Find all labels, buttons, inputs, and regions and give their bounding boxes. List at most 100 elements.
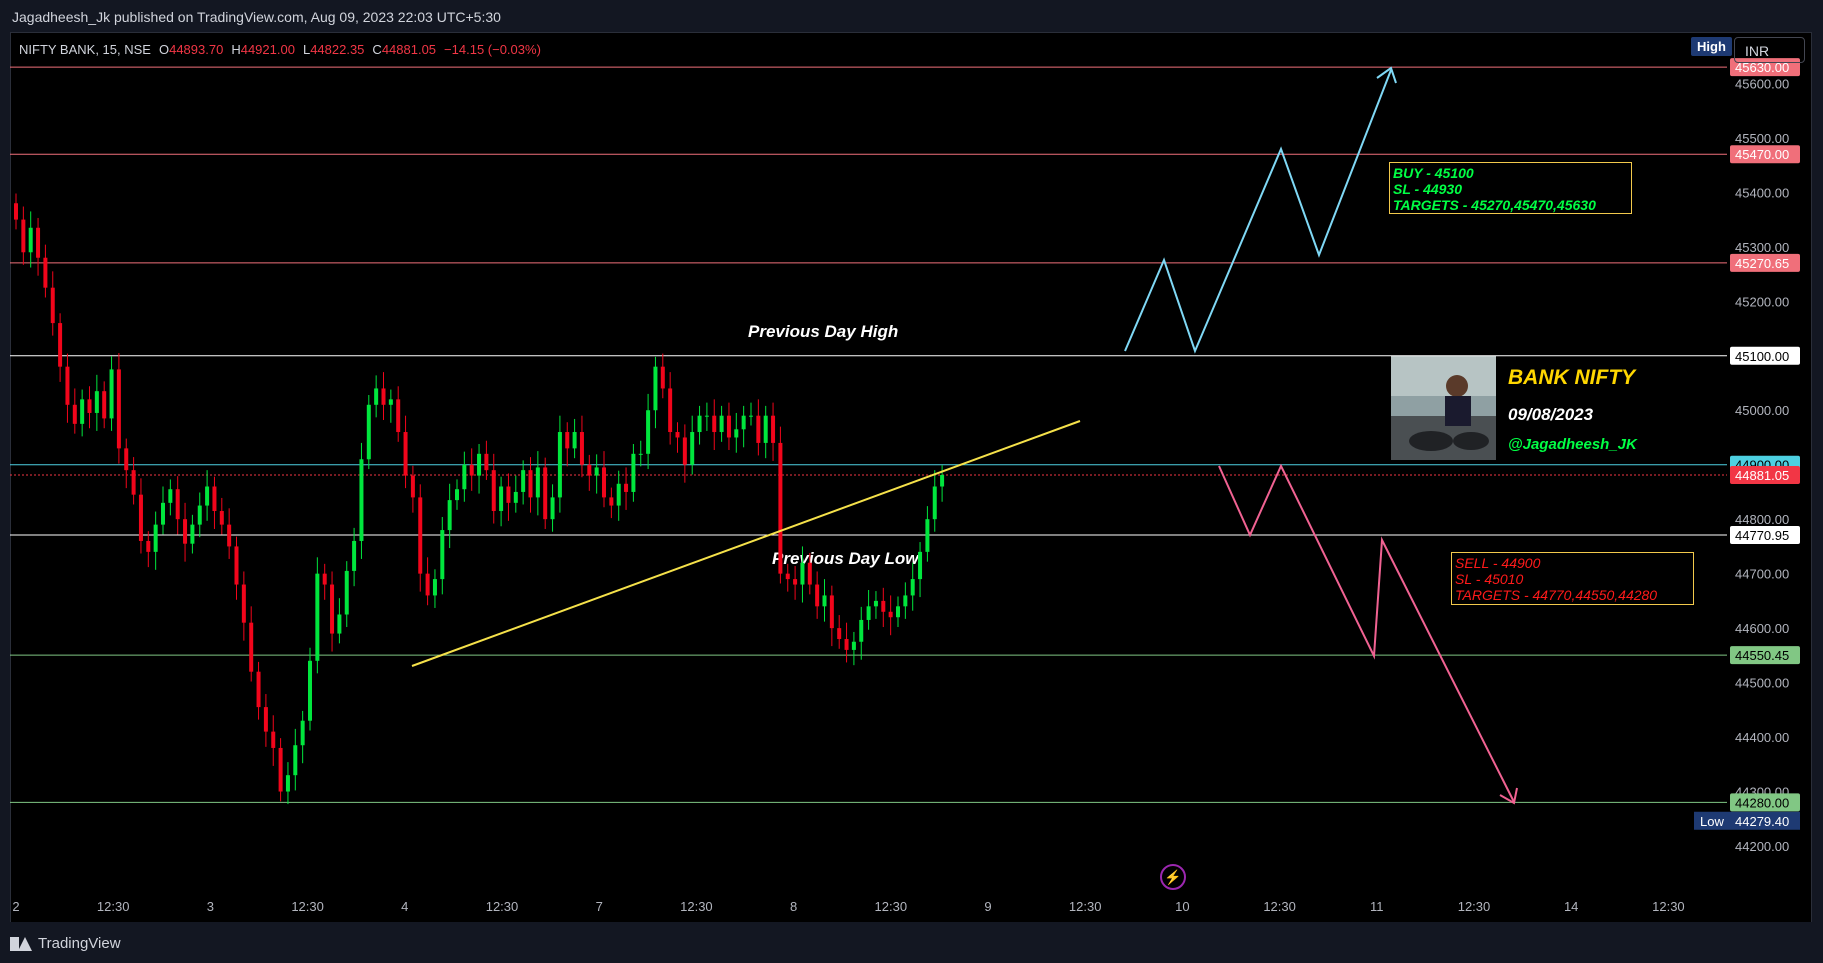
candle-body[interactable]: [322, 573, 327, 585]
candle-body[interactable]: [28, 227, 33, 253]
candle-body[interactable]: [653, 366, 658, 411]
candle-body[interactable]: [778, 442, 783, 574]
candle-body[interactable]: [344, 570, 349, 615]
candle-body[interactable]: [197, 505, 202, 525]
candle-body[interactable]: [940, 475, 945, 487]
candle-body[interactable]: [910, 579, 915, 596]
candle-body[interactable]: [337, 614, 342, 634]
candle-body[interactable]: [763, 415, 768, 443]
candle-body[interactable]: [175, 489, 180, 520]
candle-body[interactable]: [418, 497, 423, 574]
candle-body[interactable]: [719, 415, 724, 433]
candle-body[interactable]: [624, 483, 629, 492]
candle-body[interactable]: [668, 388, 673, 433]
candle-body[interactable]: [330, 584, 335, 634]
candle-body[interactable]: [263, 707, 268, 732]
candle-body[interactable]: [440, 530, 445, 580]
candle-body[interactable]: [87, 399, 92, 413]
candle-body[interactable]: [477, 453, 482, 476]
candle-body[interactable]: [646, 410, 651, 454]
candle-body[interactable]: [565, 432, 570, 449]
candle-body[interactable]: [602, 467, 606, 498]
candle-body[interactable]: [80, 399, 85, 424]
buy-projection-path[interactable]: [1124, 69, 1392, 354]
candle-body[interactable]: [829, 595, 834, 629]
candle-body[interactable]: [94, 391, 99, 413]
candle-body[interactable]: [359, 459, 364, 541]
candle-body[interactable]: [102, 391, 107, 419]
candle-body[interactable]: [513, 491, 518, 503]
candle-body[interactable]: [227, 524, 232, 547]
candle-body[interactable]: [484, 453, 489, 471]
candle-body[interactable]: [631, 453, 636, 492]
candle-body[interactable]: [469, 464, 474, 476]
candle-body[interactable]: [256, 671, 261, 708]
candle-body[interactable]: [932, 486, 937, 520]
candle-body[interactable]: [499, 486, 504, 512]
candle-body[interactable]: [241, 584, 246, 623]
currency-select[interactable]: INR: [1734, 37, 1805, 63]
candle-body[interactable]: [315, 573, 320, 661]
candle-body[interactable]: [550, 497, 555, 520]
candle-body[interactable]: [43, 257, 48, 288]
candle-body[interactable]: [815, 584, 820, 607]
candle-body[interactable]: [432, 579, 437, 596]
candle-body[interactable]: [771, 415, 776, 443]
candle-body[interactable]: [366, 404, 371, 460]
tradingview-brand[interactable]: TradingView: [10, 935, 121, 952]
candle-body[interactable]: [205, 486, 210, 506]
chart-frame[interactable]: [10, 32, 1812, 923]
candle-body[interactable]: [572, 432, 577, 449]
candle-body[interactable]: [726, 415, 731, 438]
candle-body[interactable]: [881, 600, 886, 612]
candle-body[interactable]: [403, 432, 408, 476]
candle-body[interactable]: [616, 483, 621, 506]
candle-body[interactable]: [21, 219, 26, 253]
candle-body[interactable]: [903, 595, 908, 607]
candle-body[interactable]: [521, 470, 526, 492]
candle-body[interactable]: [925, 519, 930, 552]
candle-body[interactable]: [682, 437, 687, 465]
candle-body[interactable]: [557, 432, 562, 498]
candle-body[interactable]: [146, 540, 151, 552]
candle-body[interactable]: [109, 369, 114, 419]
candle-body[interactable]: [410, 475, 415, 498]
candle-body[interactable]: [278, 747, 283, 792]
candle-body[interactable]: [300, 720, 305, 746]
candle-body[interactable]: [837, 628, 842, 640]
candle-body[interactable]: [219, 511, 224, 525]
candle-body[interactable]: [388, 399, 393, 405]
candle-body[interactable]: [381, 388, 386, 405]
candle-body[interactable]: [308, 660, 312, 721]
candle-body[interactable]: [741, 415, 746, 430]
ascending-trendline[interactable]: [411, 420, 1081, 667]
candle-body[interactable]: [374, 388, 379, 405]
candle-body[interactable]: [234, 546, 239, 585]
candle-body[interactable]: [756, 415, 761, 443]
candle-body[interactable]: [447, 500, 452, 531]
candle-body[interactable]: [190, 524, 195, 544]
candle-body[interactable]: [528, 470, 533, 498]
candle-body[interactable]: [675, 432, 680, 438]
candle-body[interactable]: [896, 606, 900, 618]
candle-body[interactable]: [888, 611, 893, 618]
candle-body[interactable]: [124, 448, 129, 471]
candle-body[interactable]: [285, 775, 290, 792]
candle-body[interactable]: [455, 489, 459, 501]
candle-body[interactable]: [543, 467, 548, 520]
candle-body[interactable]: [594, 467, 599, 476]
candle-body[interactable]: [822, 595, 827, 607]
candle-body[interactable]: [587, 464, 592, 476]
candle-body[interactable]: [609, 497, 614, 506]
candle-body[interactable]: [491, 470, 496, 512]
candle-body[interactable]: [462, 464, 467, 490]
candle-body[interactable]: [131, 470, 136, 495]
candle-body[interactable]: [660, 366, 665, 389]
candle-body[interactable]: [396, 399, 401, 433]
candle-body[interactable]: [749, 415, 753, 417]
candle-body[interactable]: [807, 562, 812, 585]
lightning-icon[interactable]: ⚡: [1160, 864, 1186, 890]
high-badge[interactable]: High: [1691, 37, 1732, 56]
candle-body[interactable]: [734, 429, 739, 438]
